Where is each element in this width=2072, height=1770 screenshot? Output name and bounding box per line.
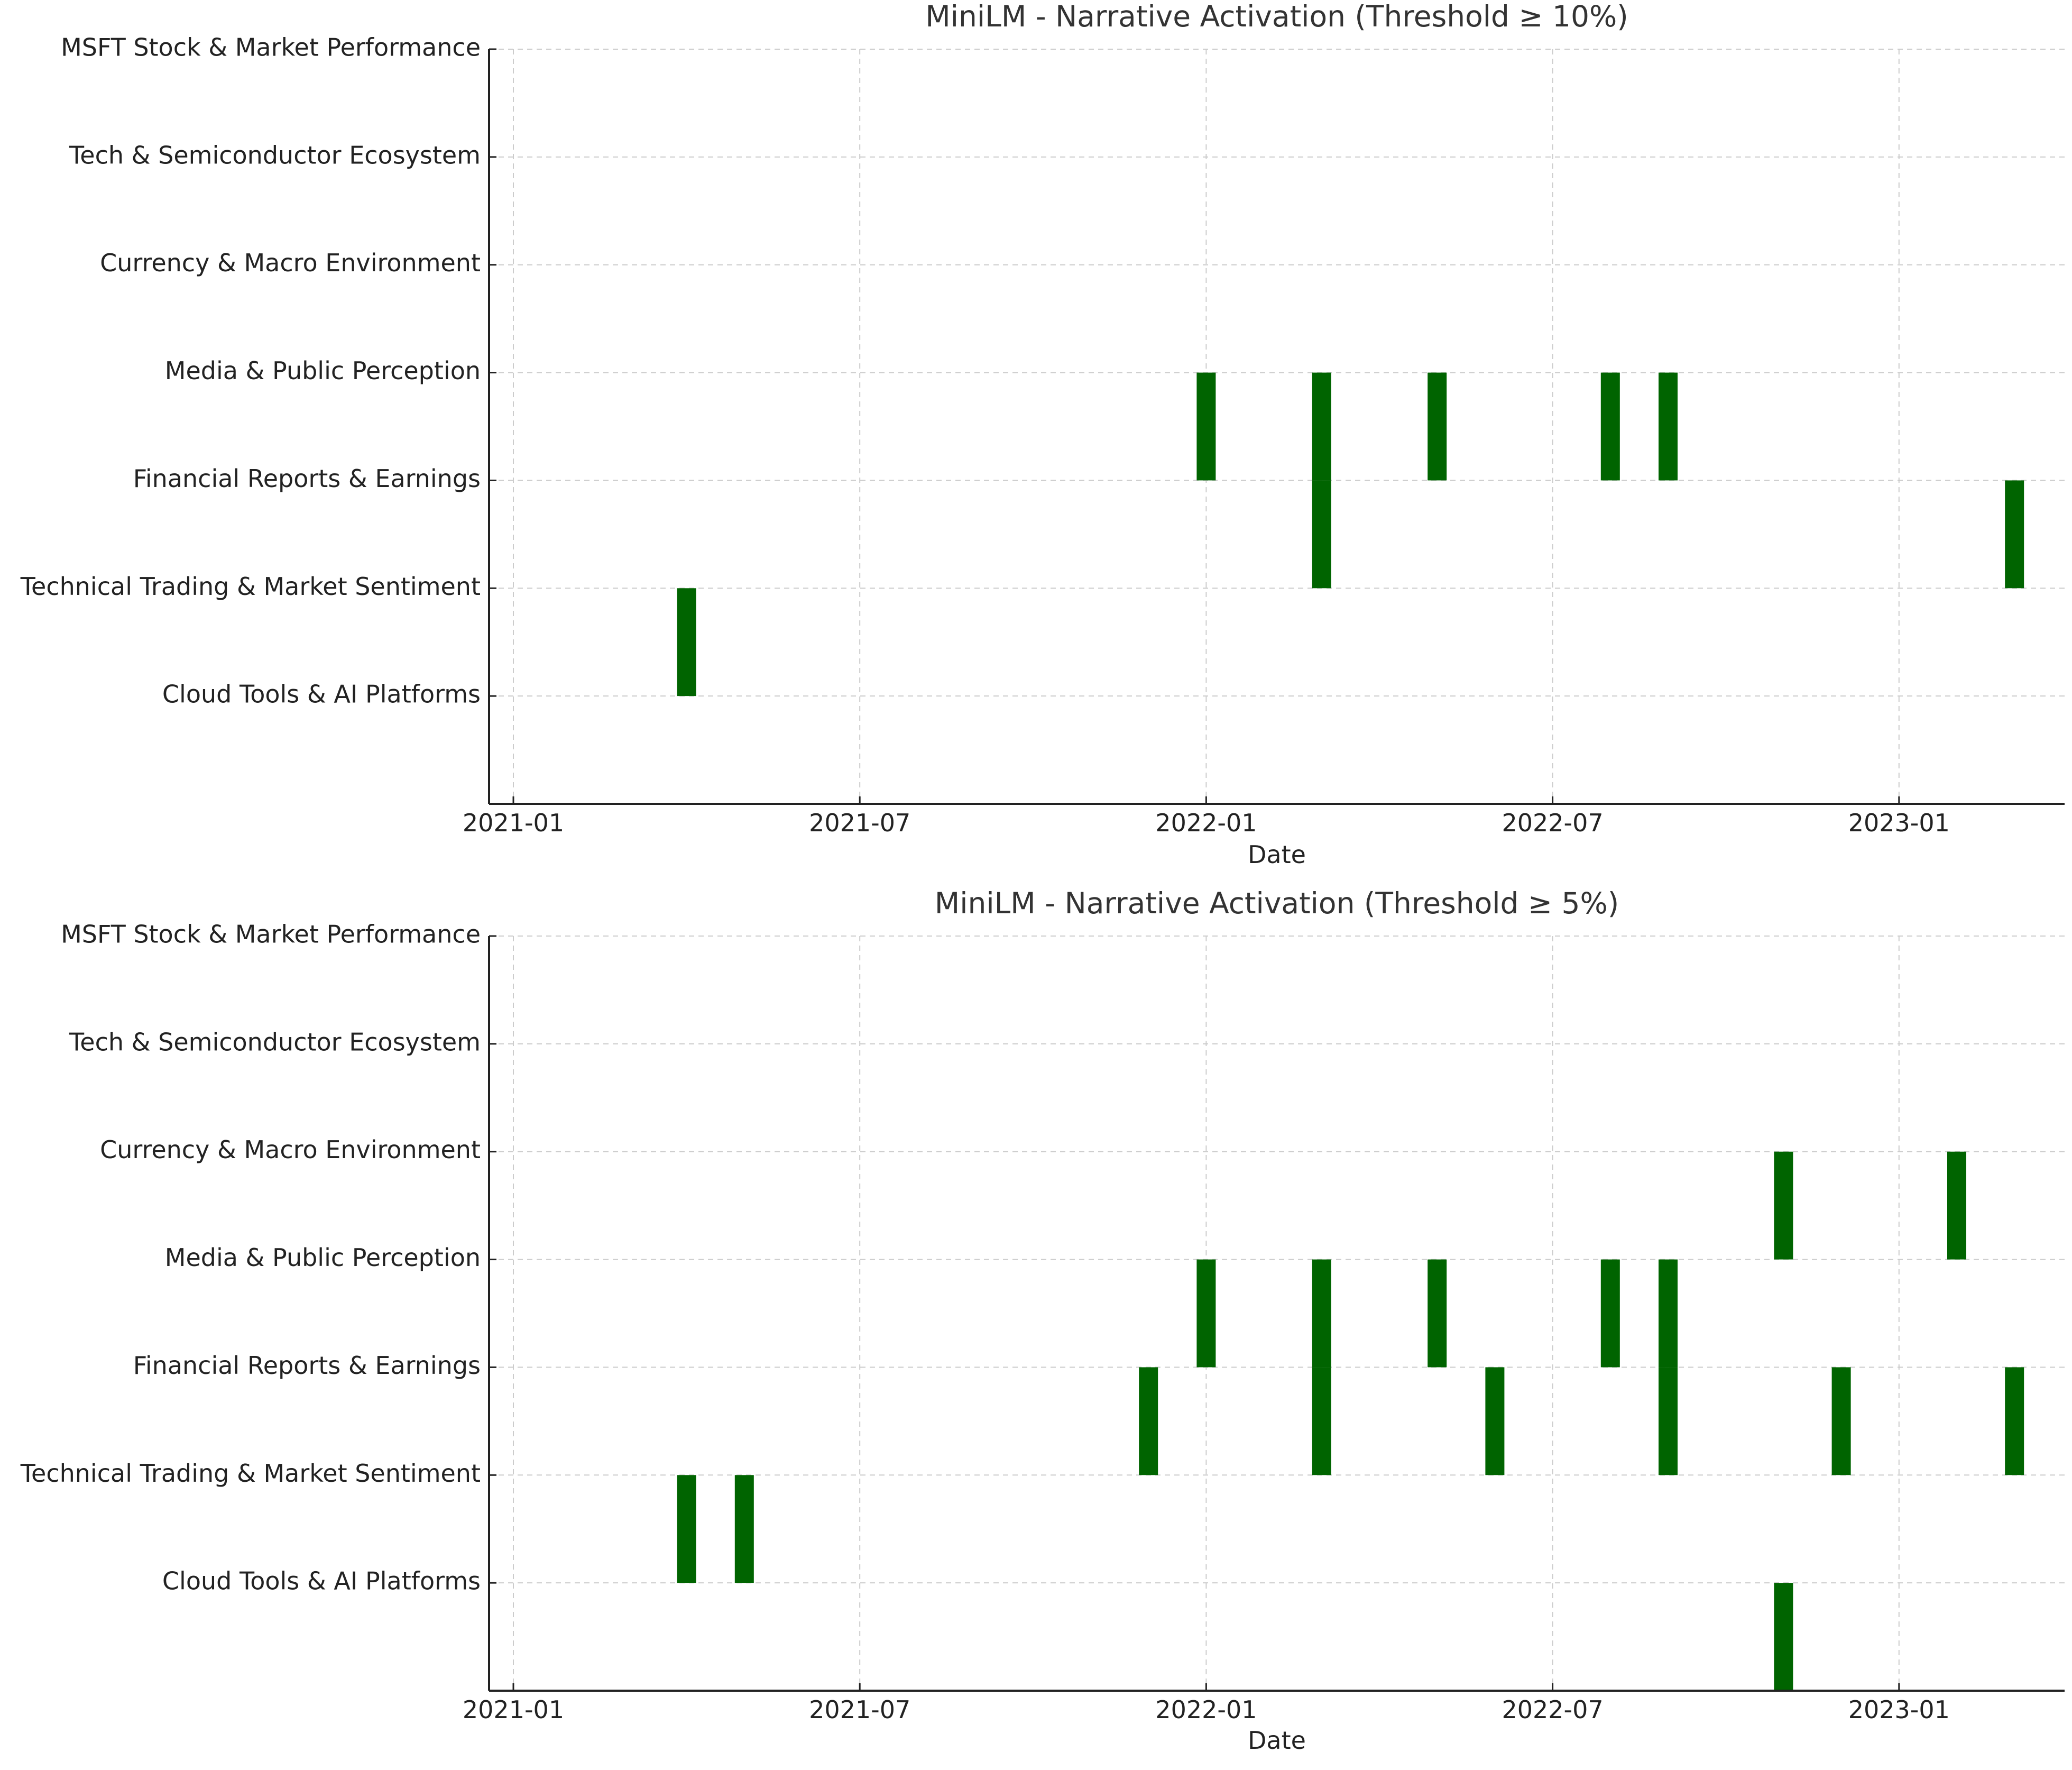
activation-bar-media-public-perception-2022-09 xyxy=(1659,372,1678,481)
activation-bar-media-public-perception-2022-03 xyxy=(1312,1259,1331,1368)
y-tick-label-currency-macro-environment: Currency & Macro Environment xyxy=(100,249,481,277)
y-tick-label-technical-trading-market-sentiment: Technical Trading & Market Sentiment xyxy=(20,572,481,601)
y-tick-label-media-public-perception: Media & Public Perception xyxy=(165,1243,481,1272)
activation-bar-technical-trading-market-sentiment-2021-04 xyxy=(677,1475,696,1583)
chart-title: MiniLM - Narrative Activation (Threshold… xyxy=(925,0,1628,33)
x-axis-ticks: 2021-012021-072022-012022-072023-012023-… xyxy=(463,1683,1950,1724)
activation-bar-media-public-perception-2022-05 xyxy=(1428,372,1447,481)
gridlines xyxy=(489,936,2065,1691)
y-axis-ticks: MSFT Stock & Market Performance Tech & Se… xyxy=(20,33,496,709)
activation-bars xyxy=(677,372,2024,696)
x-tick-label-2023-01: 2023-01 xyxy=(1848,1695,1950,1724)
x-tick-label-2022-07: 2022-07 xyxy=(1502,1695,1603,1724)
gridlines xyxy=(489,49,2065,804)
axes xyxy=(488,936,2065,1692)
y-tick-label-tech-semiconductor-ecosystem: Tech & Semiconductor Ecosystem xyxy=(69,141,481,169)
activation-bar-media-public-perception-2022-01 xyxy=(1196,372,1216,481)
x-axis-label: Date xyxy=(1248,1726,1306,1755)
activation-bars xyxy=(677,1151,2024,1691)
activation-bar-financial-reports-earnings-2022-06 xyxy=(1485,1367,1505,1475)
activation-bar-cloud-tools-ai-platforms-2022-11 xyxy=(1774,1583,1793,1691)
activation-bar-technical-trading-market-sentiment-2021-05 xyxy=(734,1475,754,1583)
activation-bar-financial-reports-earnings-2023-03 xyxy=(2005,480,2024,589)
activation-bar-media-public-perception-2022-08 xyxy=(1600,372,1620,481)
activation-bar-media-public-perception-2022-05 xyxy=(1428,1259,1447,1368)
activation-bar-financial-reports-earnings-2022-03 xyxy=(1312,1367,1331,1475)
activation-bar-financial-reports-earnings-2022-12 xyxy=(1831,1367,1851,1475)
y-tick-label-msft-stock-market-performance: MSFT Stock & Market Performance xyxy=(61,33,481,62)
activation-bar-technical-trading-market-sentiment-2021-04 xyxy=(677,588,696,696)
activation-bar-financial-reports-earnings-2023-03 xyxy=(2005,1367,2024,1475)
x-tick-label-2022-01: 2022-01 xyxy=(1155,809,1257,837)
activation-bar-media-public-perception-2022-08 xyxy=(1600,1259,1620,1368)
activation-bar-financial-reports-earnings-2022-09 xyxy=(1659,1367,1678,1475)
chart-title: MiniLM - Narrative Activation (Threshold… xyxy=(935,886,1619,920)
y-tick-label-tech-semiconductor-ecosystem: Tech & Semiconductor Ecosystem xyxy=(69,1028,481,1056)
activation-bar-financial-reports-earnings-2022-03 xyxy=(1312,480,1331,589)
y-axis-ticks: MSFT Stock & Market Performance Tech & Se… xyxy=(20,920,496,1595)
y-tick-label-cloud-tools-ai-platforms: Cloud Tools & AI Platforms xyxy=(162,1567,481,1595)
x-axis-label: Date xyxy=(1248,840,1306,869)
y-tick-label-technical-trading-market-sentiment: Technical Trading & Market Sentiment xyxy=(20,1459,481,1488)
x-tick-label-2021-01: 2021-01 xyxy=(463,809,564,837)
chart-panel-threshold-5: 2021-012021-072022-012022-072023-012023-… xyxy=(20,886,2065,1755)
activation-bar-currency-macro-environment-2023-02 xyxy=(1947,1151,1966,1260)
x-tick-label-2021-07: 2021-07 xyxy=(809,1695,910,1724)
x-tick-label-2021-07: 2021-07 xyxy=(809,809,910,837)
y-tick-label-financial-reports-earnings: Financial Reports & Earnings xyxy=(133,1351,481,1380)
activation-bar-media-public-perception-2022-01 xyxy=(1196,1259,1216,1368)
y-tick-label-financial-reports-earnings: Financial Reports & Earnings xyxy=(133,464,481,493)
activation-bar-media-public-perception-2022-09 xyxy=(1659,1259,1678,1368)
x-tick-label-2022-01: 2022-01 xyxy=(1155,1695,1257,1724)
chart-panel-threshold-10: 2021-012021-072022-012022-072023-012023-… xyxy=(20,0,2065,869)
axes xyxy=(488,49,2065,805)
activation-bar-financial-reports-earnings-2021-12 xyxy=(1139,1367,1158,1475)
x-tick-label-2021-01: 2021-01 xyxy=(463,1695,564,1724)
activation-bar-media-public-perception-2022-03 xyxy=(1312,372,1331,481)
y-tick-label-media-public-perception: Media & Public Perception xyxy=(165,356,481,385)
y-tick-label-cloud-tools-ai-platforms: Cloud Tools & AI Platforms xyxy=(162,680,481,709)
activation-bar-currency-macro-environment-2022-11 xyxy=(1774,1151,1793,1260)
y-tick-label-currency-macro-environment: Currency & Macro Environment xyxy=(100,1135,481,1164)
x-axis-ticks: 2021-012021-072022-012022-072023-012023-… xyxy=(463,796,1950,837)
y-tick-label-msft-stock-market-performance: MSFT Stock & Market Performance xyxy=(61,920,481,949)
x-tick-label-2022-07: 2022-07 xyxy=(1502,809,1603,837)
x-tick-label-2023-01: 2023-01 xyxy=(1848,809,1950,837)
